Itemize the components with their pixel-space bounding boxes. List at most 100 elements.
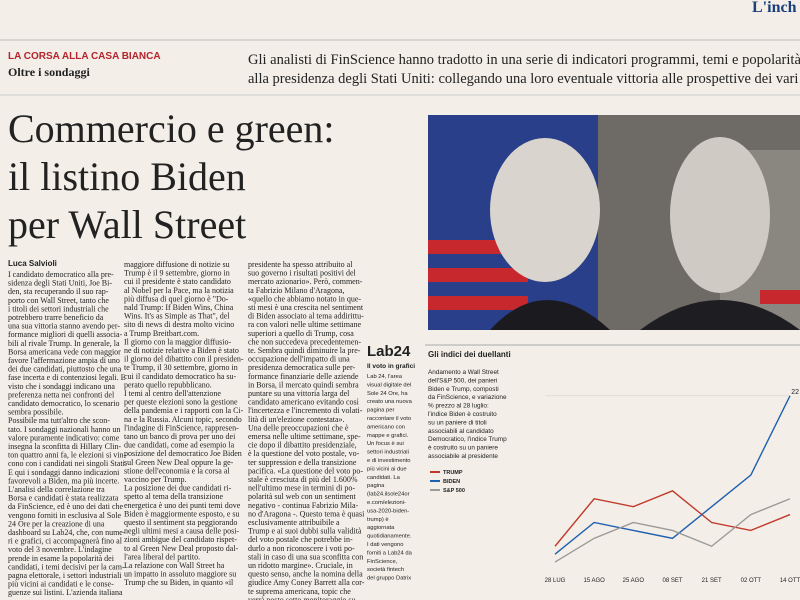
body-line: i titoli dei settori industriali che bbox=[8, 304, 109, 313]
body-line: polarità sul web con un sentiment bbox=[248, 492, 357, 501]
chart-description: Andamento a Wall Street bbox=[428, 369, 499, 376]
body-line: favore l'affermazione ampia di uno bbox=[8, 356, 120, 365]
body-line: ter suppression e della transizione bbox=[248, 458, 357, 467]
kicker: LA CORSA ALLA CASA BIANCA bbox=[8, 51, 161, 62]
body-line: zioni ambigue del candidato rispet- bbox=[124, 535, 237, 544]
standfirst: Gli analisti di FinScience hanno tradott… bbox=[248, 52, 800, 68]
lab24-logo: Lab24 bbox=[367, 343, 411, 360]
body-line: l'indagine di FinScience, rappresen- bbox=[124, 423, 239, 432]
body-line: più diffusa di quel giorno è "Do- bbox=[124, 294, 229, 303]
author: Luca Salvioli bbox=[8, 259, 57, 268]
body-line: negativo - continua Fabrizio Mila- bbox=[248, 501, 359, 510]
body-line: energetica è uno dei punti temi dove bbox=[124, 501, 241, 510]
body-line: esclusivamente attribuibile a bbox=[248, 518, 340, 527]
chart-title: Gli indici dei duellanti bbox=[428, 350, 511, 359]
body-line: un ridotto margine». Cruciale, in bbox=[248, 561, 353, 570]
chart-description: da FinScience, e variazione bbox=[428, 394, 507, 401]
body-line: sul Green New Deal oppure la ge- bbox=[124, 458, 234, 467]
body-line: «quello che abbiamo notato in que- bbox=[248, 294, 361, 303]
lab24-line: trump) è bbox=[367, 517, 389, 523]
body-line: sti mesi è una crescita nel sentiment bbox=[248, 303, 364, 312]
chart-description: Democratico, l'indice Trump bbox=[428, 436, 507, 443]
body-line: negli ultimi mesi a causa delle posi- bbox=[124, 527, 239, 536]
body-line: I temi al centro dell'attenzione bbox=[124, 389, 221, 398]
lab24-line: società fintech bbox=[367, 567, 404, 573]
headline: il listino Biden bbox=[8, 154, 246, 199]
body-line: voto del 3 novembre. L'indagine bbox=[8, 545, 112, 554]
body-line: Trump è il 9 settembre, giorno in bbox=[124, 269, 230, 278]
x-tick-label: 14 OTT bbox=[780, 578, 800, 584]
body-line: l'incertezza e l'incremento di volati- bbox=[248, 406, 363, 415]
lab24-line: più vicini ai due bbox=[367, 466, 407, 472]
photo bbox=[428, 115, 800, 330]
body-line: spetto al tema della transizione bbox=[124, 492, 224, 501]
body-line: Trump e ai suoi dubbi sulla validità bbox=[248, 527, 362, 536]
lab24-line: americano con bbox=[367, 424, 405, 430]
x-tick-label: 02 OTT bbox=[741, 578, 762, 584]
body-line: te Trump, il 30 settembre, giorno in bbox=[124, 363, 238, 372]
body-line: preferenza netta nei confronti del bbox=[8, 390, 115, 399]
body-line: La posizione dei due candidati ri- bbox=[124, 484, 232, 493]
body-line: di Biden associato al tema addirittu- bbox=[248, 312, 364, 321]
body-line: ta Fabrizio Milano d'Aragona, bbox=[248, 286, 345, 295]
chart-description: % prezzo al 28 luglio: bbox=[428, 403, 489, 410]
body-line: nell'ultimo mese in termini di po- bbox=[248, 484, 355, 493]
body-line: visto che i sondaggi indicano una bbox=[8, 382, 115, 391]
body-line: una sua vittoria stanno avendo per- bbox=[8, 322, 120, 331]
lab24-line: (lab24.ilsole24or bbox=[367, 492, 410, 498]
body-line: al Nobel per la Pace, ma la notizia bbox=[124, 286, 234, 295]
headline: Commercio e green: bbox=[8, 106, 335, 151]
body-line: che non succedeva precedentemen- bbox=[248, 337, 361, 346]
body-line: La relazione con Wall Street ha bbox=[124, 561, 225, 570]
lab24-line: usa-2020-biden- bbox=[367, 508, 409, 514]
body-line: ne di notizie relative a Biden è stato bbox=[124, 346, 239, 355]
body-line: della pandemia e i rapporti con la Ci- bbox=[124, 406, 244, 415]
legend-label: BIDEN bbox=[443, 479, 460, 485]
lab24-line: creato una nuova bbox=[367, 399, 413, 405]
body-line: I candidato democratico alla pre- bbox=[8, 270, 114, 279]
body-line: per queste elezioni sono la gestione bbox=[124, 398, 238, 407]
body-line: stali in caso di una sua sconfitta con bbox=[248, 552, 363, 561]
lab24-line: pagina bbox=[367, 483, 385, 489]
chart-description: su un paniere di titoli bbox=[428, 419, 487, 426]
body-line: maggiore diffusione di notizie su bbox=[124, 260, 230, 269]
body-line: più vicini ai candidati e le conse- bbox=[8, 580, 114, 589]
body-line: na e la Russia. Alcuni topic, secondo bbox=[124, 415, 242, 424]
body-line: porto con Wall Street, tanto che bbox=[8, 296, 109, 305]
body-line: questo il sentiment sta peggiorando bbox=[124, 518, 237, 527]
body-line: cui il candidato democratico ha su- bbox=[124, 372, 237, 381]
lab24-line: quotidianamente. bbox=[367, 534, 412, 540]
line-series bbox=[554, 395, 791, 555]
body-line: favorevoli a Biden, ma più incerte. bbox=[8, 476, 119, 485]
body-line: Possibile ma tutt'altro che scon- bbox=[8, 416, 110, 425]
body-line: pagna elettorale, i settori industriali bbox=[8, 571, 122, 580]
lab24-line: Lab 24, l'area bbox=[367, 374, 403, 380]
body-line: te suprema americana, topic che bbox=[248, 587, 351, 596]
body-line: presidenza democratica sulle per- bbox=[248, 363, 355, 372]
body-line: Trump che su Biden, in quanto «il bbox=[124, 578, 234, 587]
body-line: formance finanziarie delle aziende bbox=[248, 372, 359, 381]
body-line: te. Sembra quindi diminuire la pre- bbox=[248, 346, 361, 355]
x-tick-label: 15 AGO bbox=[583, 578, 605, 584]
x-tick-label: 21 SET bbox=[702, 578, 722, 584]
lab24-line: Sole 24 Ore, ha bbox=[367, 391, 408, 397]
body-line: ra con valori nelle ultime settimane bbox=[248, 320, 362, 329]
lab24-line: visual digitale del bbox=[367, 382, 411, 388]
body-line: candidato democratico, lo scenario bbox=[8, 399, 120, 408]
body-line: è la questione del voto postale, vo- bbox=[248, 449, 360, 458]
masthead: L'inch bbox=[752, 0, 797, 16]
chart-description: associabile al presidente bbox=[428, 453, 498, 460]
x-tick-label: 28 LUG bbox=[545, 578, 566, 584]
x-tick-label: 08 SET bbox=[662, 578, 682, 584]
lab24-line: del gruppo Datrix bbox=[367, 576, 411, 582]
body-line: candidati, i temi decisivi per la cam- bbox=[8, 562, 125, 571]
body-line: emersa nelle ultime settimane, spe- bbox=[248, 432, 361, 441]
body-line: stale è cresciuta di più del 1.600% bbox=[248, 475, 358, 484]
headline: per Wall Street bbox=[8, 202, 246, 247]
body-line: Biden è maggiormente esposto, e su bbox=[124, 509, 240, 518]
body-line: Il giorno con la maggior diffusio- bbox=[124, 337, 232, 346]
lab24-line: forniti a Lab24 da bbox=[367, 550, 413, 556]
y-tick-label: 22 bbox=[791, 389, 799, 396]
body-line: cono con i candidati nei singoli Stati. bbox=[8, 459, 127, 468]
